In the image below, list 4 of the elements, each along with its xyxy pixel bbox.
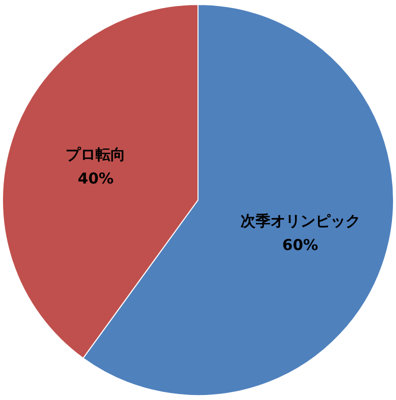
slice-label: 次季オリンピック — [240, 212, 360, 230]
data-label: 60% — [282, 236, 318, 254]
slice-label: プロ転向 — [66, 146, 126, 164]
data-label: 40% — [78, 170, 114, 188]
